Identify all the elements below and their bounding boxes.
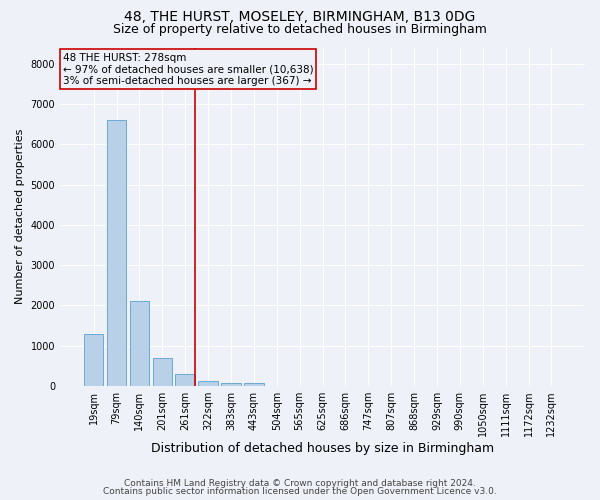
Text: Contains public sector information licensed under the Open Government Licence v3: Contains public sector information licen… — [103, 487, 497, 496]
Text: 48, THE HURST, MOSELEY, BIRMINGHAM, B13 0DG: 48, THE HURST, MOSELEY, BIRMINGHAM, B13 … — [124, 10, 476, 24]
Bar — [130, 302, 149, 386]
Bar — [244, 384, 263, 386]
Bar — [199, 381, 218, 386]
Text: Size of property relative to detached houses in Birmingham: Size of property relative to detached ho… — [113, 22, 487, 36]
Bar — [152, 358, 172, 386]
Bar — [221, 383, 241, 386]
Text: Contains HM Land Registry data © Crown copyright and database right 2024.: Contains HM Land Registry data © Crown c… — [124, 478, 476, 488]
Text: 48 THE HURST: 278sqm
← 97% of detached houses are smaller (10,638)
3% of semi-de: 48 THE HURST: 278sqm ← 97% of detached h… — [62, 52, 313, 86]
Bar — [107, 120, 126, 386]
Bar — [175, 374, 195, 386]
Y-axis label: Number of detached properties: Number of detached properties — [15, 129, 25, 304]
Bar — [84, 334, 103, 386]
X-axis label: Distribution of detached houses by size in Birmingham: Distribution of detached houses by size … — [151, 442, 494, 455]
